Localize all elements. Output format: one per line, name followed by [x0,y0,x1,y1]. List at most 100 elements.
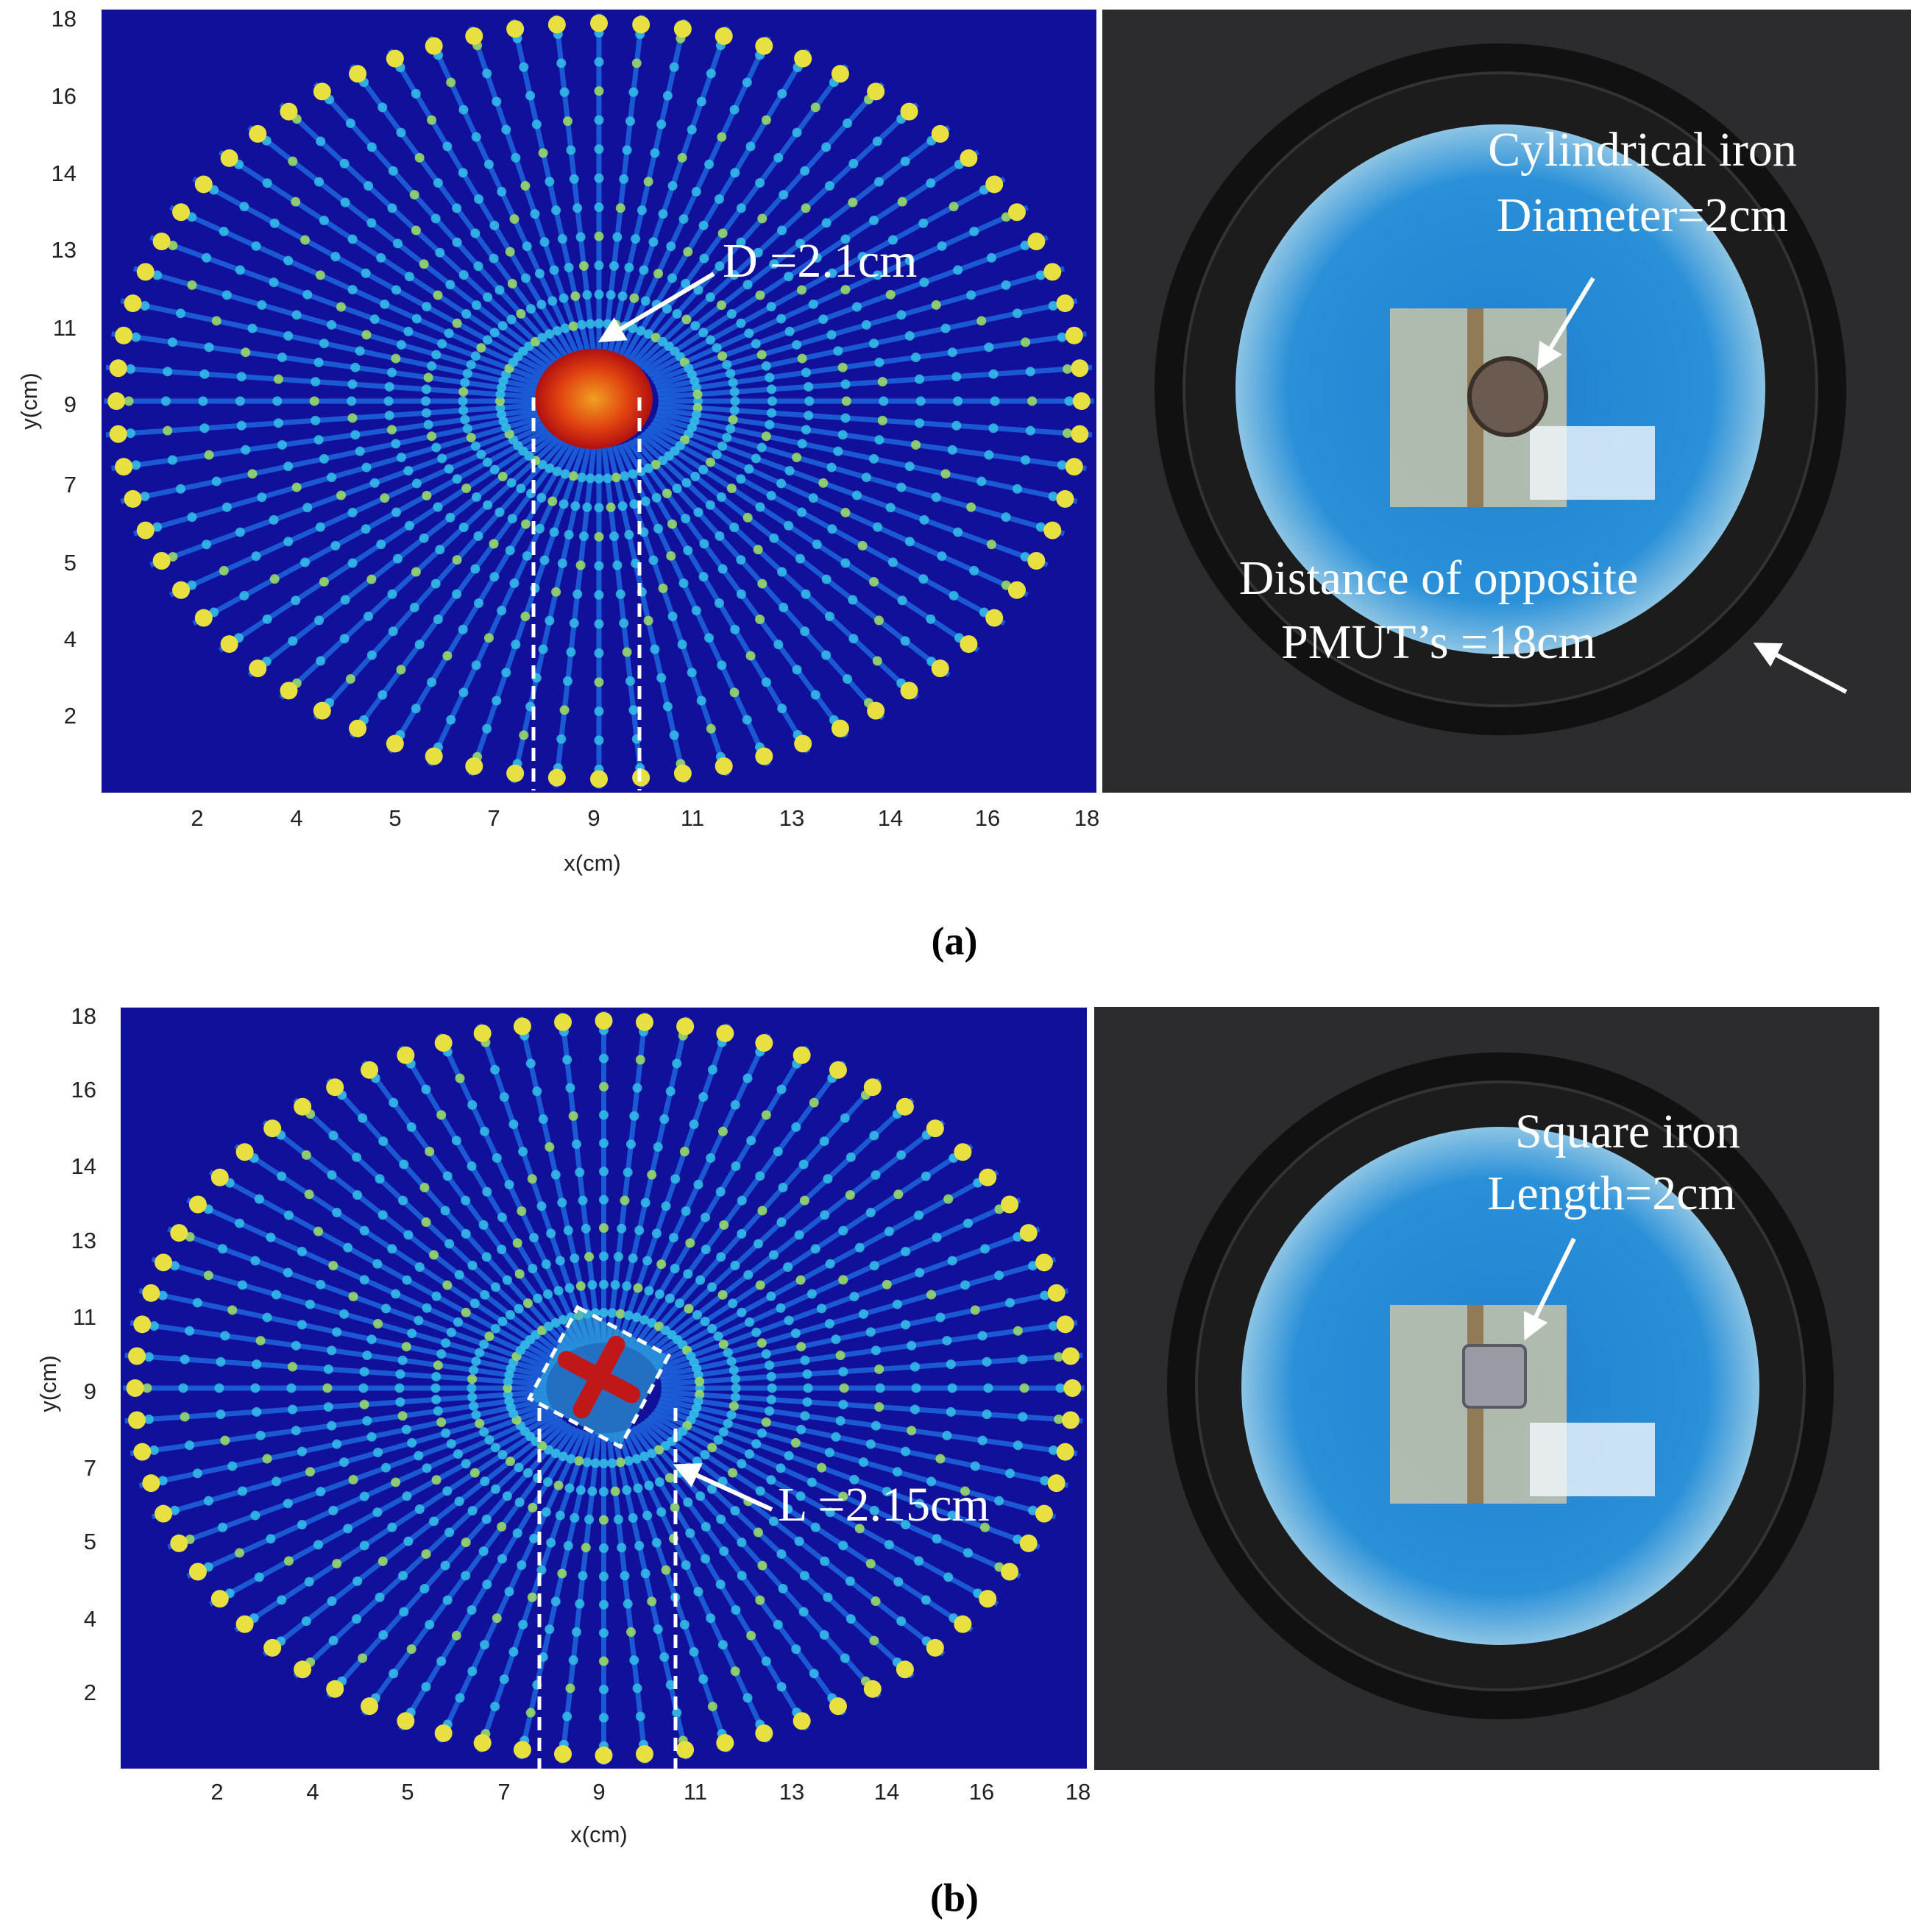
ray-dot [617,1223,627,1234]
ray-dot [794,1230,804,1240]
ray-dot [609,531,620,542]
ray-end [1056,1443,1074,1461]
ray-dot [728,378,738,388]
ray-dot [559,499,569,509]
ray-dot [216,1409,226,1420]
ray-dot [607,1458,617,1468]
ray-dot [522,1298,533,1309]
ray-dot [756,1428,767,1438]
ray-dot [1020,551,1030,562]
ray-dot [546,1538,556,1548]
ray-dot [272,396,283,406]
ray-dot [431,1475,442,1485]
ray-dot [566,145,576,155]
ray-dot [427,677,437,687]
ray-dot [391,285,402,295]
ray-dot [656,1259,667,1270]
ray-dot [376,539,386,550]
ray-dot [636,326,646,336]
ray-dot [837,362,848,372]
ray-dot [460,414,470,425]
ray-dot [545,329,555,339]
ray-dot [826,330,837,340]
ray-dot [824,1318,834,1328]
ray-dot [460,378,470,388]
ray-dot [332,1327,342,1337]
ray-dot [304,1577,314,1587]
ray-dot [527,1592,537,1602]
ray-dot [874,357,884,367]
ray-end [133,1315,152,1334]
ray-dot [751,339,761,349]
ray-dot [340,595,350,605]
photo-annotation: Length=2cm [1487,1167,1736,1220]
ray-dot [473,261,483,272]
ray-dot [840,285,851,295]
ray-dot [1035,270,1046,280]
ray-dot [309,396,319,406]
ray-dot [730,1374,740,1384]
ray-end [985,175,1004,194]
ray-dot [361,330,372,340]
ray-dot [491,1484,501,1494]
ray-dot [482,335,492,345]
ray-dot [559,705,570,715]
ray-dot [508,1119,519,1130]
ray-dot [339,158,350,169]
ray-dot [237,1280,247,1290]
ray-dot [712,343,722,353]
ray-dot [236,420,247,431]
ray-dot [283,1556,294,1566]
ray-dot [404,520,414,531]
ray-dot [667,519,677,529]
ray-dot [187,280,197,290]
ray-end [863,1078,882,1097]
ray-dot [169,1261,180,1271]
ray-dot [520,612,531,622]
ray-dot [577,473,587,483]
ray-dot [677,152,687,163]
ray-dot [429,1516,439,1526]
ray-dot [328,1130,338,1141]
ray-end [547,768,566,787]
ray-dot [803,1383,813,1393]
ray-dot [422,1463,432,1473]
ray-dot [516,308,526,319]
ray-dot [472,300,482,311]
ray-dot [454,1270,464,1280]
ray-dot [706,1484,717,1494]
ray-dot [469,1401,479,1411]
ray-dot [305,1467,316,1477]
ray-dot [366,650,377,660]
ray-dot [594,115,604,125]
ray-dot [1049,1321,1059,1331]
ray-dot [824,612,834,622]
ray-dot [840,558,851,568]
ray-dot [471,132,481,142]
ray-dot [1054,1414,1064,1424]
ray-dot [328,1261,338,1271]
ray-dot [414,1451,424,1461]
ray-dot [728,1468,738,1478]
ray-dot [327,473,337,483]
ray-dot [393,553,403,564]
ray-dot [599,1167,609,1177]
ray-dot [288,156,298,166]
ray-dot [656,119,667,130]
ray-dot [530,209,540,219]
ray-dot [414,1504,425,1514]
ray-end [715,26,733,45]
ray-end [1043,521,1062,539]
ray-dot [566,1454,576,1464]
ray-dot [773,152,784,163]
ray-dot [810,1244,820,1254]
ray-dot [722,433,732,443]
ray-dot [506,478,517,488]
ray-dot [247,469,258,479]
ray-dot [926,614,936,624]
ray-dot [622,1485,632,1496]
ray-dot [840,1653,850,1663]
ray-dot [327,1420,337,1431]
ray-dot [431,1291,442,1301]
ray-dot [837,430,848,440]
